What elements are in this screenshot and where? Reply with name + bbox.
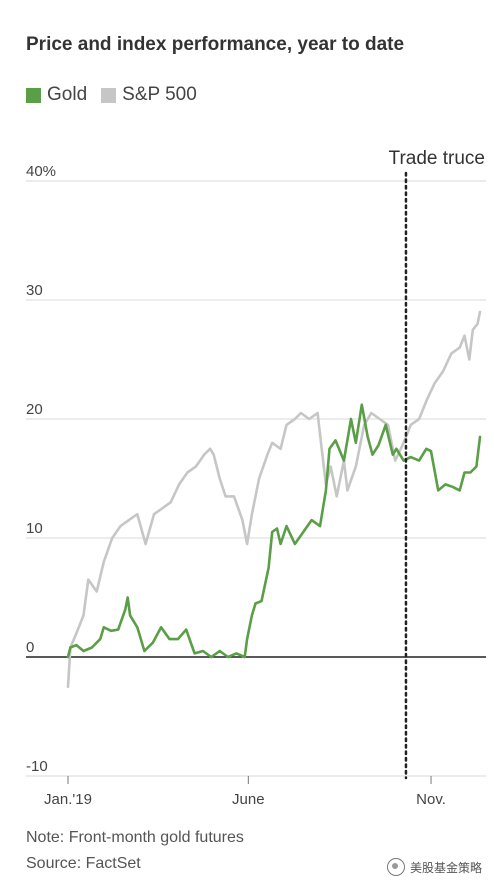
legend-item-gold: Gold: [26, 84, 87, 106]
x-tick-label: June: [232, 791, 265, 808]
chart-title: Price and index performance, year to dat…: [26, 34, 405, 55]
x-axis-ticks: Jan.'19 June Nov.: [44, 776, 446, 808]
chart-notes: Note: Front-month gold futures Source: F…: [26, 825, 244, 877]
series-line-sp500: [66, 310, 482, 689]
y-tick-label: 0: [26, 639, 34, 656]
watermark: 美股基金策略: [386, 858, 482, 876]
series-line-gold: [66, 403, 482, 659]
series-lines: [66, 310, 482, 689]
x-tick-label: Nov.: [416, 791, 446, 808]
y-tick-label: 20: [26, 401, 43, 418]
y-tick-label: 30: [26, 282, 43, 299]
source-text: Source: FactSet: [26, 855, 141, 872]
watermark-text: 美股基金策略: [409, 860, 482, 875]
y-tick-labels: 40% 30 20 10 0 -10: [26, 163, 56, 775]
watermark-logo-icon: [386, 858, 405, 876]
legend-item-sp500: S&P 500: [101, 84, 197, 106]
y-tick-label: 10: [26, 520, 43, 537]
legend-swatch-gold: [26, 87, 41, 103]
y-tick-label: 40%: [26, 163, 56, 180]
legend-swatch-sp500: [101, 87, 117, 103]
legend-label-sp500: S&P 500: [122, 84, 197, 105]
grid-lines: [26, 180, 486, 777]
chart-legend: Gold S&P 500: [26, 84, 211, 106]
legend-label-gold: Gold: [47, 84, 88, 105]
note-text: Note: Front-month gold futures: [26, 829, 244, 846]
annotation-layer: Trade truce: [389, 148, 485, 780]
y-tick-label: -10: [26, 758, 48, 775]
annotation-label: Trade truce: [389, 148, 485, 169]
x-tick-label: Jan.'19: [44, 791, 92, 808]
